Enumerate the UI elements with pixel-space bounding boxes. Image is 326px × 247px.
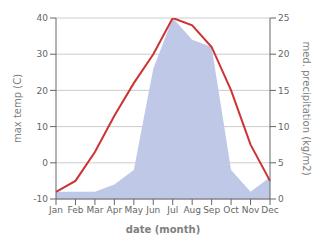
svg-text:-10: -10 (33, 194, 48, 204)
svg-text:Mar: Mar (86, 205, 103, 215)
svg-text:Feb: Feb (67, 205, 83, 215)
svg-text:Jan: Jan (48, 205, 63, 215)
svg-text:max temp (C): max temp (C) (12, 74, 23, 143)
svg-text:15: 15 (278, 86, 289, 96)
svg-text:May: May (125, 205, 144, 215)
svg-text:0: 0 (42, 158, 48, 168)
svg-text:Jun: Jun (145, 205, 160, 215)
svg-text:20: 20 (278, 49, 290, 59)
svg-text:Nov: Nov (242, 205, 260, 215)
svg-text:date (month): date (month) (126, 224, 200, 235)
svg-text:5: 5 (278, 158, 284, 168)
svg-text:40: 40 (37, 13, 49, 23)
svg-text:Sep: Sep (203, 205, 220, 215)
svg-text:med. precipitation (kg/m2): med. precipitation (kg/m2) (301, 41, 312, 175)
svg-text:Jul: Jul (166, 205, 178, 215)
svg-text:Oct: Oct (223, 205, 239, 215)
svg-text:Dec: Dec (261, 205, 278, 215)
svg-text:30: 30 (37, 49, 49, 59)
svg-text:20: 20 (37, 86, 49, 96)
svg-text:10: 10 (37, 122, 49, 132)
svg-text:Apr: Apr (107, 205, 123, 215)
svg-text:25: 25 (278, 13, 289, 23)
svg-text:10: 10 (278, 122, 290, 132)
svg-text:0: 0 (278, 194, 284, 204)
svg-text:Aug: Aug (183, 205, 201, 215)
